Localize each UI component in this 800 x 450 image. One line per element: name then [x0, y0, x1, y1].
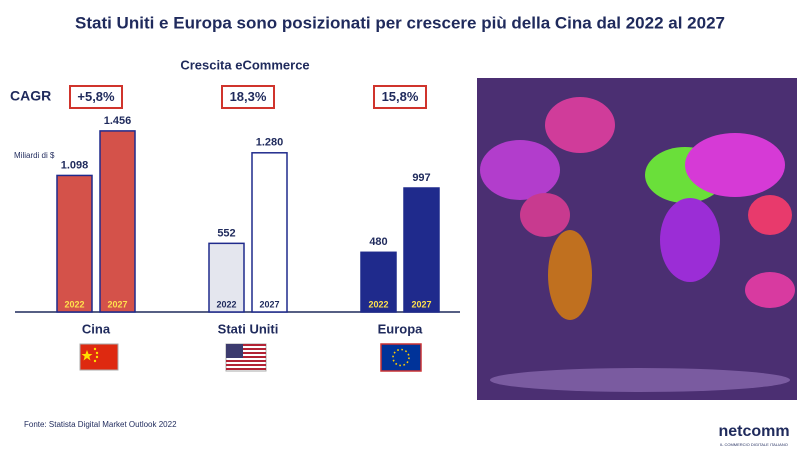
bar-year-label: 2027: [259, 299, 279, 309]
cagr-box: [69, 85, 123, 109]
logo: netcomm: [718, 423, 789, 440]
cagr-label: +5,8%: [77, 89, 115, 104]
cagr-label: 18,3%: [230, 89, 267, 104]
value-label: 1.456: [104, 115, 132, 127]
flag-china: [79, 343, 119, 371]
title: Stati Uniti e Europa sono posizionati pe…: [75, 13, 725, 32]
bar: [251, 152, 288, 313]
bar: [403, 187, 440, 313]
value-label: 1.280: [256, 137, 284, 149]
value-label: 997: [412, 172, 430, 184]
bar-year-label: 2022: [216, 299, 236, 309]
bar: [56, 174, 93, 313]
flag-usa: [225, 343, 267, 372]
source: Fonte: Statista Digital Market Outlook 2…: [24, 420, 177, 429]
bar: [208, 242, 245, 313]
cagr-label: 15,8%: [382, 89, 419, 104]
bar-year-label: 2022: [64, 299, 84, 309]
flag-eu: [380, 343, 422, 372]
world-map: [477, 78, 797, 400]
value-label: 1.098: [61, 159, 89, 171]
bar-year-label: 2027: [411, 299, 431, 309]
bar: [99, 130, 136, 313]
category-label: Cina: [82, 321, 111, 336]
category-label: Stati Uniti: [218, 321, 279, 336]
value-label: 480: [369, 236, 387, 248]
cagr-box: [221, 85, 275, 109]
cagr-box: [373, 85, 427, 109]
y-axis-label: Miliardi di $: [14, 151, 55, 160]
subtitle: Crescita eCommerce: [180, 57, 309, 72]
value-label: 552: [217, 227, 235, 239]
bar: [360, 251, 397, 313]
cagr-title: CAGR: [10, 88, 51, 104]
bar-year-label: 2022: [368, 299, 388, 309]
logo-tagline: IL COMMERCIO DIGITALE ITALIANO: [720, 442, 788, 447]
category-label: Europa: [378, 321, 424, 336]
bar-year-label: 2027: [107, 299, 127, 309]
